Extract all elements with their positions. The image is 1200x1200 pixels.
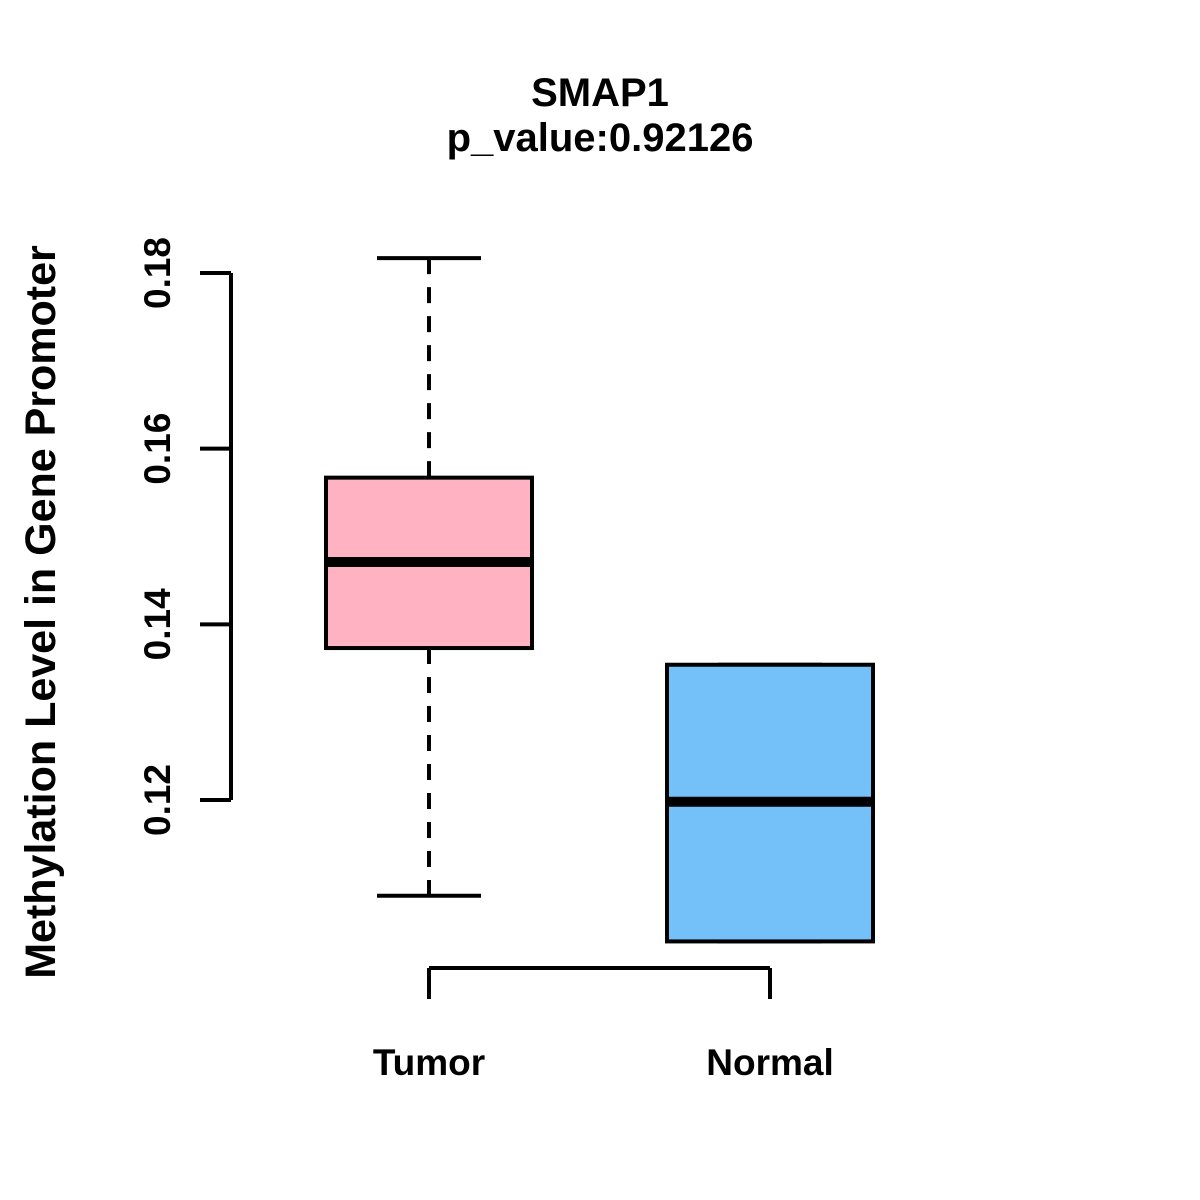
- x-category-label: Tumor: [373, 1042, 485, 1083]
- y-tick-label: 0.12: [137, 764, 178, 836]
- x-category-label: Normal: [706, 1042, 833, 1083]
- y-tick-label: 0.18: [137, 237, 178, 309]
- chart-subtitle: p_value:0.92126: [447, 116, 754, 160]
- y-tick-label: 0.16: [137, 413, 178, 485]
- boxes-group: [324, 256, 875, 944]
- axes-group: 0.12 0.14 0.16 0.18 Tumor Normal: [137, 237, 834, 1083]
- chart-title: SMAP1: [531, 71, 669, 115]
- y-axis-label: Methylation Level in Gene Promoter: [17, 245, 65, 979]
- y-tick-label: 0.14: [137, 588, 178, 660]
